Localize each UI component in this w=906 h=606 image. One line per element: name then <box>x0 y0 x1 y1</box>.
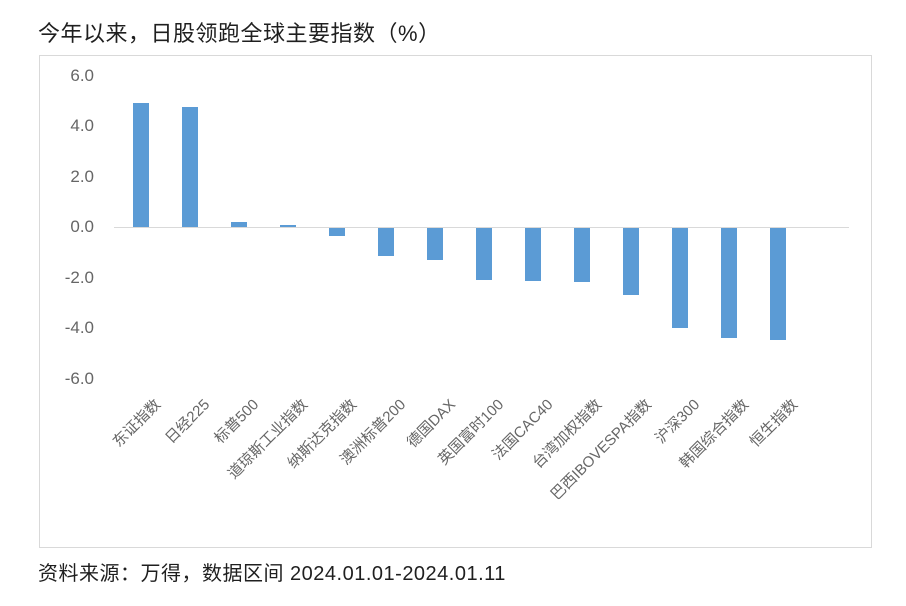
y-axis-tick-label: 4.0 <box>70 116 94 135</box>
x-axis-category-label: 日经225 <box>162 396 214 448</box>
bar <box>279 225 296 227</box>
chart-title: 今年以来，日股领跑全球主要指数（%） <box>38 21 441 46</box>
x-axis-category-label: 恒生指数 <box>747 396 802 451</box>
source-note: 资料来源：万得，数据区间 2024.01.01-2024.01.11 <box>38 563 506 585</box>
y-axis-tick-label: 6.0 <box>70 65 94 85</box>
plot-area: 6.0 4.0 2.0 0.0 -2.0 -4.0 -6.0 东证指数 日经225 标普500 道琼… <box>40 56 873 549</box>
bar <box>524 228 541 282</box>
bar <box>671 228 688 328</box>
bar <box>181 107 198 227</box>
bar <box>622 228 639 295</box>
bar <box>720 228 737 338</box>
bar <box>328 228 345 236</box>
x-axis-category-label: 东证指数 <box>110 396 165 451</box>
bar <box>769 228 786 341</box>
bar <box>475 228 492 280</box>
bar <box>377 228 394 256</box>
bar <box>573 228 590 283</box>
y-axis-tick-label: -2.0 <box>64 267 94 287</box>
bar <box>132 103 149 227</box>
y-axis-tick-label: 2.0 <box>70 166 94 186</box>
chart-frame: 6.0 4.0 2.0 0.0 -2.0 -4.0 -6.0 东证指数 日经225 标普500 道琼… <box>39 55 872 548</box>
zero-axis-line <box>114 227 849 228</box>
bar <box>230 221 247 227</box>
y-axis-tick-label: -6.0 <box>64 368 94 388</box>
bar <box>426 228 443 260</box>
y-axis-tick-label: -4.0 <box>64 318 94 337</box>
y-axis-tick-label: 0.0 <box>70 217 94 236</box>
